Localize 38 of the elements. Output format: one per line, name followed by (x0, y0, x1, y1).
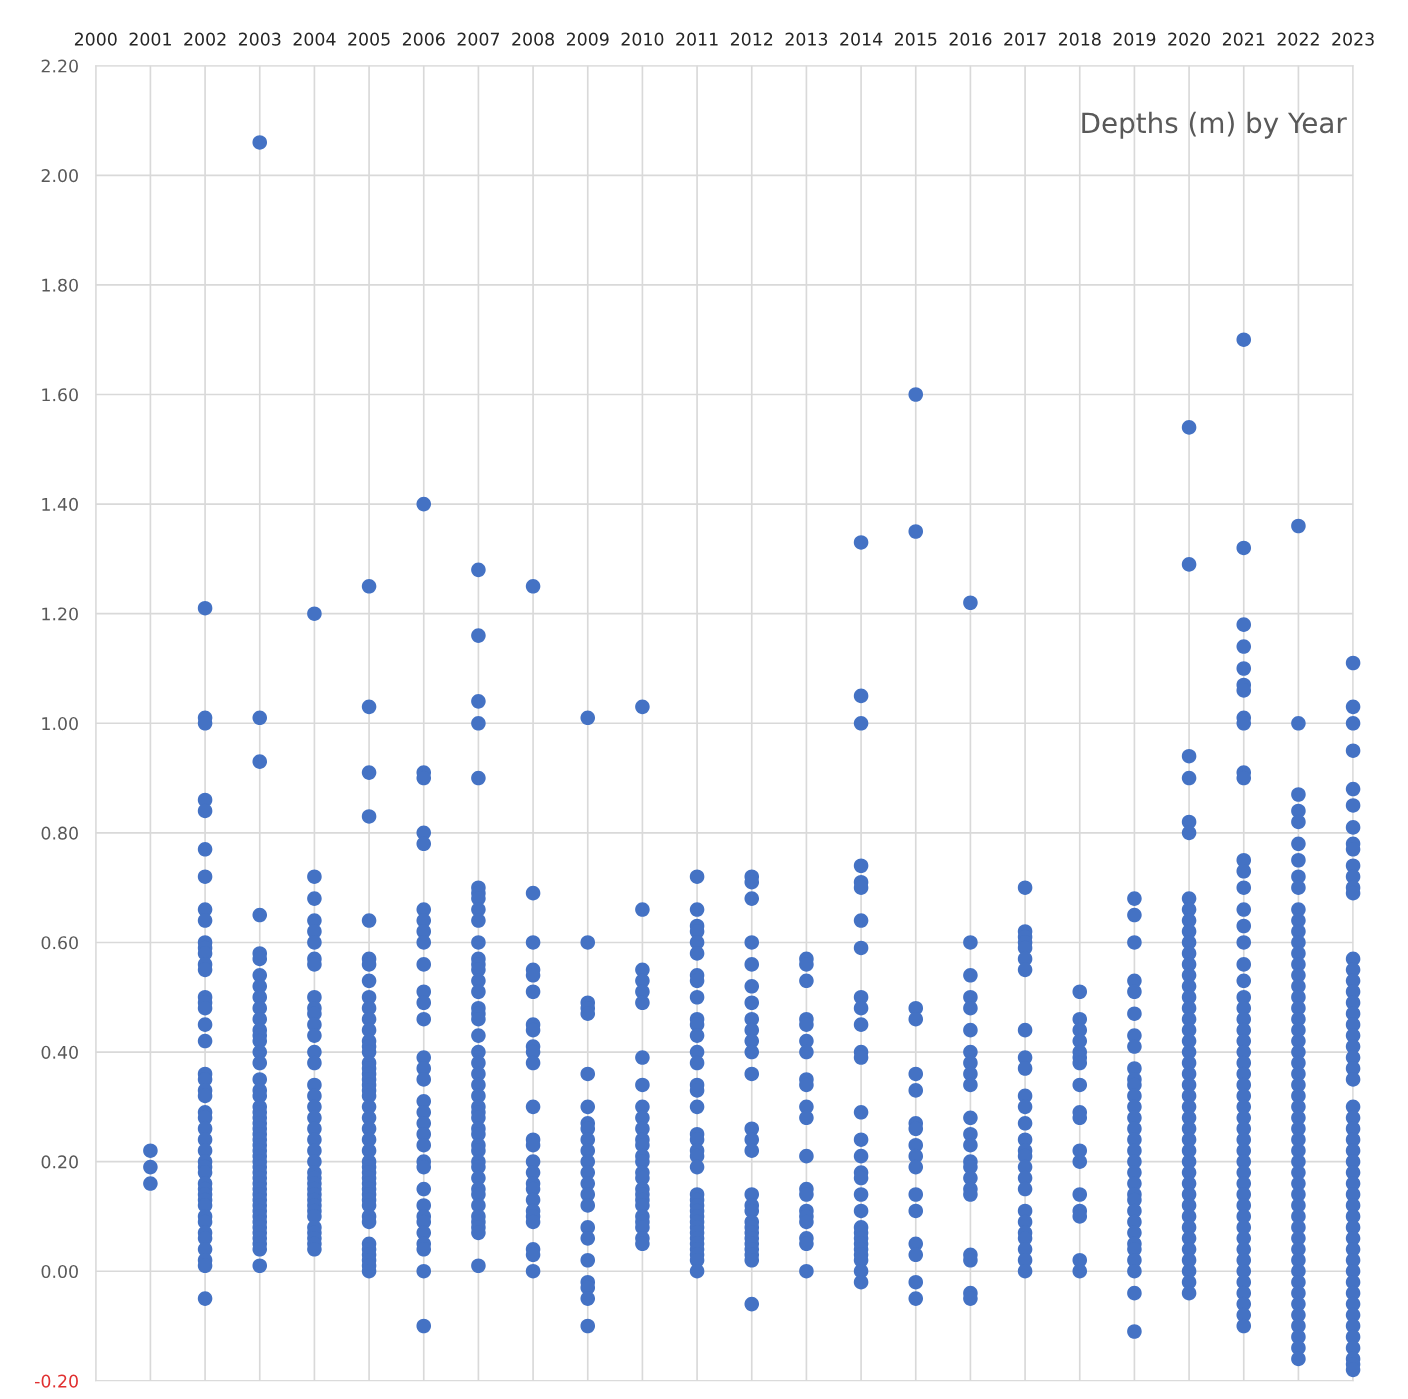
y-tick-label: 2.00 (41, 169, 78, 183)
x-tick-label: 2014 (840, 32, 883, 46)
x-tick-label: 2015 (894, 32, 937, 46)
x-tick-label: 2007 (457, 32, 500, 46)
x-tick-label: 2000 (74, 32, 117, 46)
x-tick-label: 2017 (1004, 32, 1046, 46)
y-tick-label: 1.80 (42, 278, 78, 292)
y-tick-label: 0.00 (41, 1264, 78, 1279)
x-tick-label: 2022 (1277, 32, 1319, 46)
text: Depths (m) by Year (1082, 111, 1347, 139)
x-tick-label: 2016 (949, 32, 992, 46)
x-tick-label: 2002 (184, 32, 226, 46)
x-tick-label: 2012 (730, 32, 773, 46)
x-tick-label: 2004 (293, 32, 336, 46)
y-tick-label: 1.60 (42, 388, 78, 402)
y-tick-label: 0.40 (41, 1045, 78, 1059)
y-tick-label: 1.40 (42, 497, 78, 511)
y-tick-label: 1.00 (42, 716, 78, 731)
x-tick-label: 2003 (238, 32, 281, 46)
x-tick-label: 2018 (1058, 32, 1101, 46)
x-tick-label: 2006 (402, 32, 445, 46)
y-tick-label: 0.20 (41, 1155, 78, 1169)
x-tick-label: 2013 (785, 32, 828, 46)
x-tick-label: 2005 (348, 32, 390, 46)
y-tick-label: 0.60 (41, 936, 78, 950)
x-tick-label: 2021 (1222, 32, 1265, 46)
y-tick-label: 0.80 (41, 826, 78, 840)
x-tick-label: 2001 (129, 32, 171, 46)
y-tick-label: -0.20 (35, 1374, 78, 1388)
x-tick-label: 2010 (621, 32, 664, 46)
x-tick-label: 2023 (1332, 32, 1374, 46)
x-tick-label: 2011 (676, 32, 718, 46)
x-tick-label: 2019 (1113, 32, 1156, 46)
y-tick-label: 2.20 (41, 59, 78, 73)
x-tick-label: 2020 (1168, 32, 1211, 46)
x-tick-label: 2008 (512, 32, 554, 46)
y-tick-label: 1.20 (42, 607, 78, 621)
x-tick-label: 2009 (566, 32, 609, 46)
